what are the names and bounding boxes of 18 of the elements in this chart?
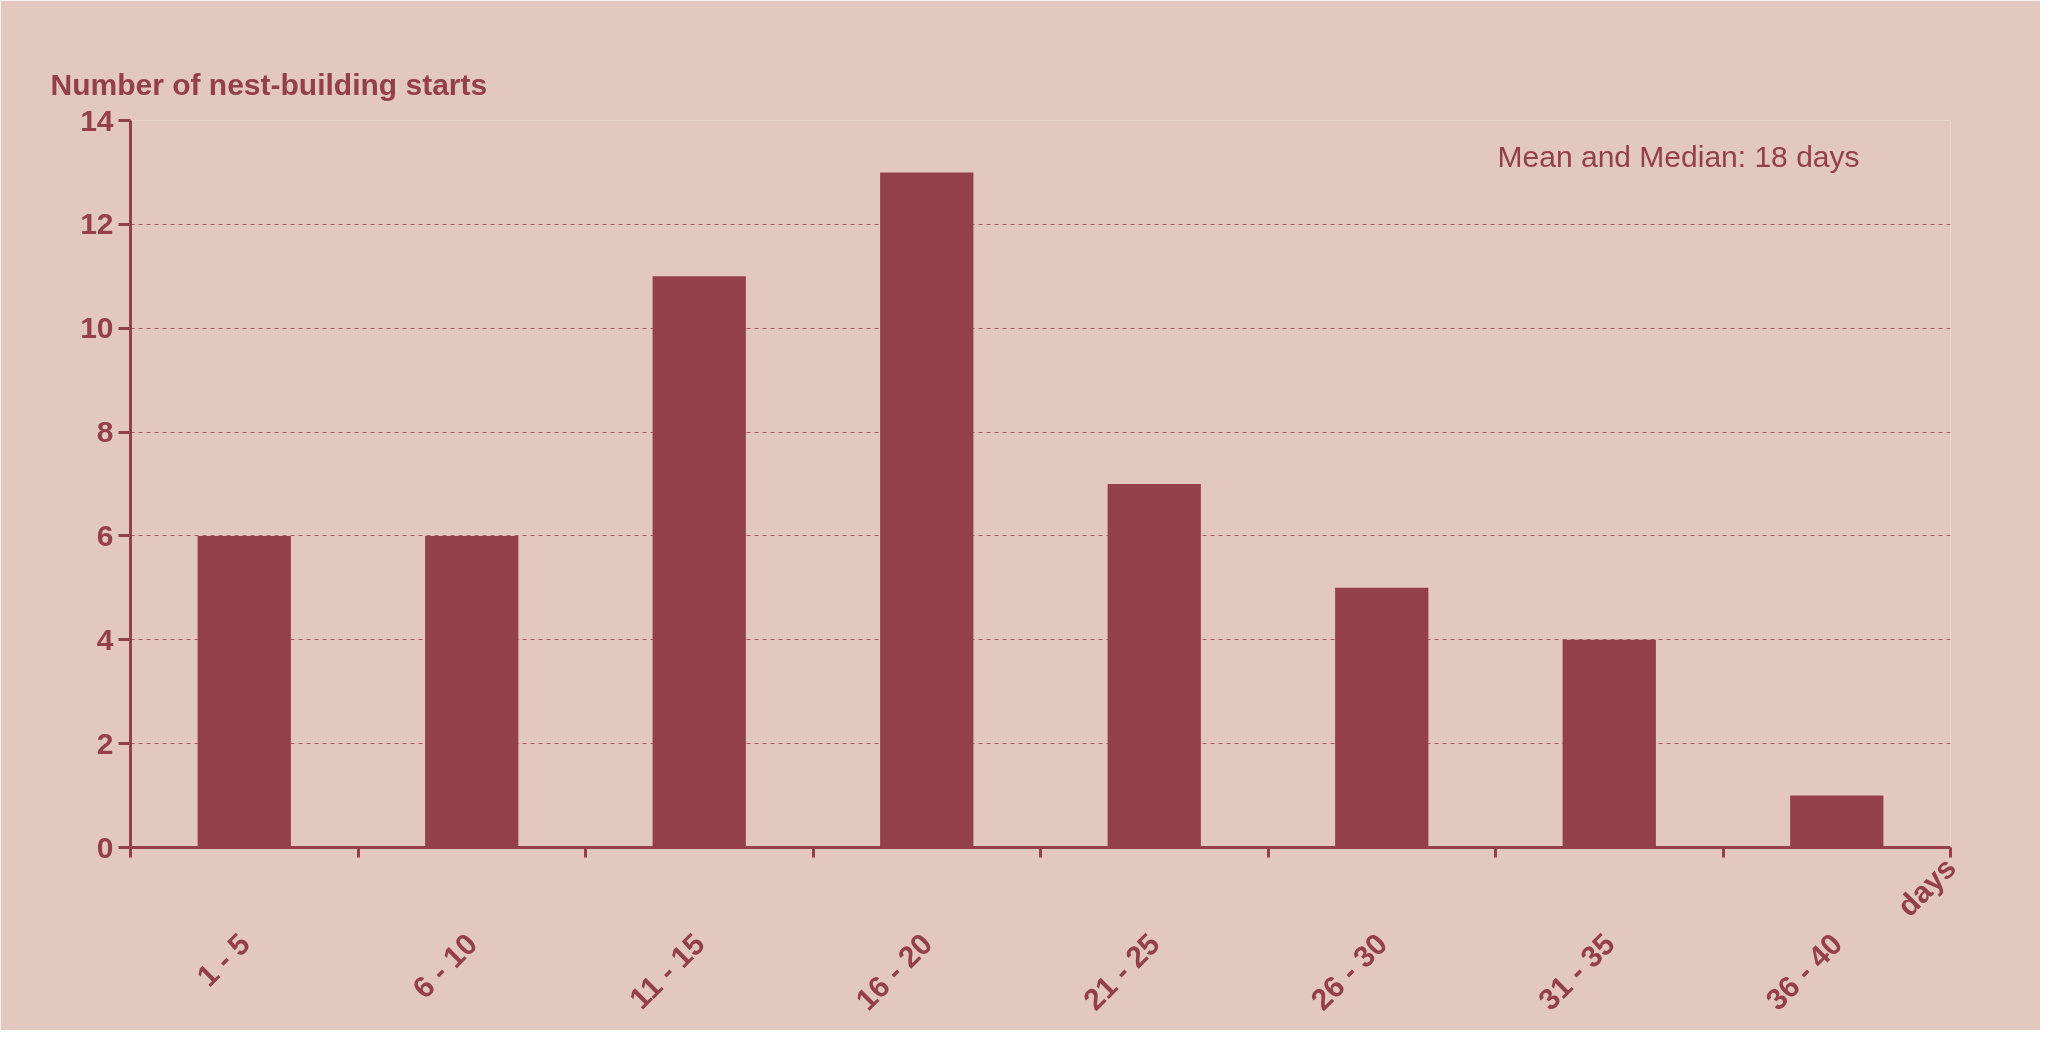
x-tick-label: 1 - 5 <box>190 926 256 993</box>
y-tick-label: 2 <box>96 726 114 760</box>
x-tick-label: 31 - 35 <box>1531 926 1621 1017</box>
y-tick-label: 8 <box>96 415 114 449</box>
y-tick-label: 0 <box>96 830 114 864</box>
x-tick-label: 26 - 30 <box>1304 926 1394 1017</box>
y-tick-label: 6 <box>96 518 114 552</box>
y-tick-label: 4 <box>96 622 114 656</box>
y-tick-label: 10 <box>80 311 114 345</box>
x-tick-label: 36 - 40 <box>1759 926 1849 1017</box>
y-tick-label: 14 <box>80 103 114 137</box>
x-tick-label: 21 - 25 <box>1076 926 1166 1017</box>
x-tick-label: 16 - 20 <box>849 926 939 1017</box>
x-tick-label: 11 - 15 <box>622 926 711 1016</box>
chart-title: Number of nest-building starts <box>50 67 488 101</box>
x-tick-label: 6 - 10 <box>405 926 484 1005</box>
annotation: Mean and Median: 18 days <box>1497 140 1860 174</box>
y-tick-label: 12 <box>80 207 114 241</box>
